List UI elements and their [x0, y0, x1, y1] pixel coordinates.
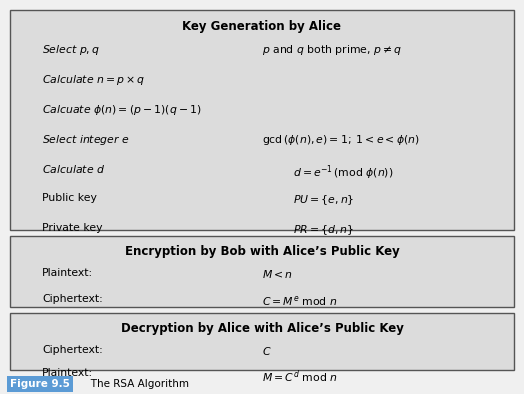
Text: Private key: Private key: [42, 223, 102, 233]
FancyBboxPatch shape: [10, 236, 514, 307]
Text: $PR = \{d, n\}$: $PR = \{d, n\}$: [293, 223, 355, 237]
Text: Encryption by Bob with Alice’s Public Key: Encryption by Bob with Alice’s Public Ke…: [125, 245, 399, 258]
Text: Plaintext:: Plaintext:: [42, 368, 93, 378]
Text: $M = C^{d}\ \mathrm{mod}\ n$: $M = C^{d}\ \mathrm{mod}\ n$: [262, 368, 337, 385]
Text: Select integer $e$: Select integer $e$: [42, 133, 129, 147]
FancyBboxPatch shape: [10, 10, 514, 230]
Text: Public key: Public key: [42, 193, 97, 203]
Text: $\mathit{Calculate}\ n = p \times q$: $\mathit{Calculate}\ n = p \times q$: [42, 73, 145, 87]
Text: Ciphertext:: Ciphertext:: [42, 294, 103, 303]
Text: $\mathit{Calcuate}\ \phi(n) = (p-1)(q-1)$: $\mathit{Calcuate}\ \phi(n) = (p-1)(q-1)…: [42, 103, 201, 117]
FancyBboxPatch shape: [10, 313, 514, 370]
Text: Calculate $d$: Calculate $d$: [42, 163, 105, 175]
Text: $C = M^{e}\ \mathrm{mod}\ n$: $C = M^{e}\ \mathrm{mod}\ n$: [262, 294, 337, 308]
Text: The RSA Algorithm: The RSA Algorithm: [81, 379, 189, 389]
Text: Decryption by Alice with Alice’s Public Key: Decryption by Alice with Alice’s Public …: [121, 322, 403, 335]
Text: $C$: $C$: [262, 345, 271, 357]
Text: Ciphertext:: Ciphertext:: [42, 345, 103, 355]
Text: Select $p, q$: Select $p, q$: [42, 43, 100, 58]
Text: $\mathrm{gcd}\,(\phi(n), e) = 1;\; 1 < e < \phi(n)$: $\mathrm{gcd}\,(\phi(n), e) = 1;\; 1 < e…: [262, 133, 420, 147]
Text: $M < n$: $M < n$: [262, 268, 293, 280]
Text: Figure 9.5: Figure 9.5: [10, 379, 70, 389]
Text: $PU = \{e, n\}$: $PU = \{e, n\}$: [293, 193, 355, 207]
Text: Plaintext:: Plaintext:: [42, 268, 93, 278]
Text: $d = e^{-1}\,(\mathrm{mod}\ \phi(n))$: $d = e^{-1}\,(\mathrm{mod}\ \phi(n))$: [293, 163, 394, 182]
Text: Key Generation by Alice: Key Generation by Alice: [182, 20, 342, 33]
Text: $p$ and $q$ both prime, $p \neq q$: $p$ and $q$ both prime, $p \neq q$: [262, 43, 402, 58]
